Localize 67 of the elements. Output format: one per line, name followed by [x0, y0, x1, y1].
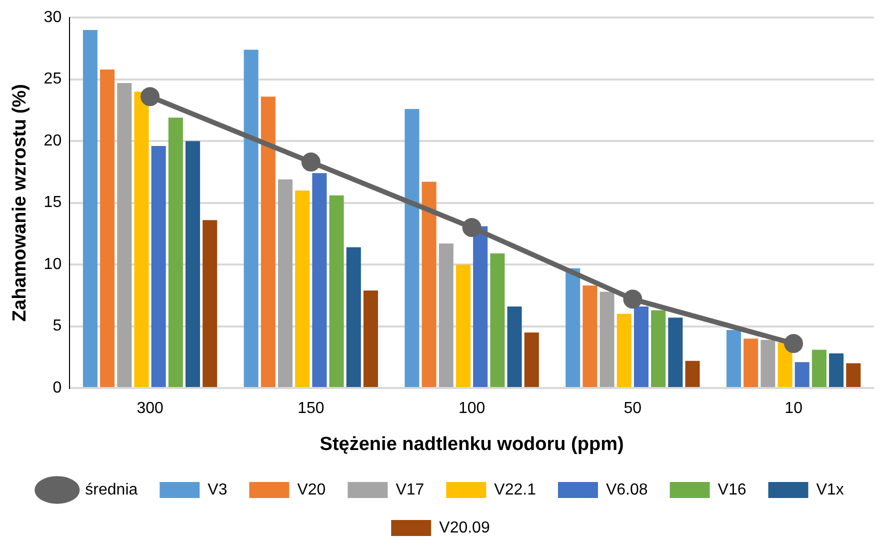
bar: [634, 306, 648, 387]
bar: [668, 318, 683, 387]
bar: [726, 330, 741, 387]
y-tick-label: 10: [44, 256, 62, 273]
bar: [438, 244, 454, 387]
bar: [295, 190, 310, 387]
x-axis-title: Stężenie nadtlenku wodoru (ppm): [320, 434, 624, 455]
y-axis-title: Zahamowanie wzrostu (%): [10, 84, 31, 322]
bar: [600, 292, 614, 387]
bar: [404, 108, 420, 387]
bar: [422, 182, 436, 387]
bar: [794, 362, 810, 387]
bar: [329, 195, 344, 387]
point: [462, 218, 482, 237]
x-tick-label: 100: [458, 400, 486, 418]
y-tick-label: 5: [52, 318, 62, 335]
bar: [278, 179, 293, 387]
bar: [117, 83, 132, 387]
legend-label: V22.1: [494, 481, 536, 498]
bar: [524, 332, 539, 387]
bar: [168, 118, 183, 387]
bar: [244, 50, 258, 387]
legend-label: V6.08: [606, 481, 648, 498]
bar: [151, 146, 166, 387]
y-tick-label: 15: [44, 194, 62, 212]
point: [623, 290, 642, 309]
bar: [260, 96, 276, 387]
bar: [456, 264, 471, 387]
bar: [490, 253, 505, 387]
y-tick-label: 30: [44, 9, 62, 26]
bar: [744, 338, 758, 387]
legend-label: V20: [297, 481, 326, 498]
legend-label: średnia: [85, 481, 138, 498]
bar: [582, 286, 598, 387]
y-tick-label: 25: [44, 70, 62, 88]
legend-label: V17: [396, 481, 424, 498]
bar: [760, 340, 776, 387]
bar: [134, 92, 149, 387]
bar: [363, 290, 378, 387]
legend-label: V3: [208, 481, 228, 498]
bar: [685, 360, 700, 387]
legend-label: V1x: [816, 481, 844, 498]
x-tick-label: 10: [784, 400, 803, 418]
bar: [473, 226, 488, 387]
y-tick-label: 0: [52, 379, 62, 396]
bar: [82, 30, 98, 387]
bar: [346, 247, 361, 387]
point: [784, 334, 804, 354]
bar: [186, 141, 200, 387]
bar: [202, 220, 218, 387]
bar: [507, 306, 522, 387]
x-tick-label: 150: [298, 400, 324, 418]
legend-label: V16: [718, 481, 746, 498]
y-tick-label: 20: [44, 132, 62, 150]
bar: [616, 314, 632, 387]
bar: [846, 363, 861, 387]
x-tick-label: 300: [136, 400, 164, 418]
bar: [651, 310, 666, 387]
x-tick-label: 50: [624, 400, 642, 418]
bar: [100, 69, 115, 387]
bar: [829, 353, 844, 387]
point: [301, 152, 320, 172]
bar: [566, 268, 580, 387]
bar: [812, 350, 826, 387]
bar: [312, 173, 327, 387]
point: [140, 87, 160, 106]
legend-label: V20.09: [439, 519, 490, 536]
